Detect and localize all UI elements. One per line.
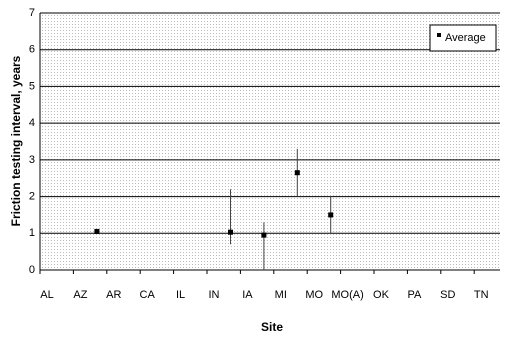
y-tick-label: 3 bbox=[29, 154, 35, 166]
y-tick-label: 0 bbox=[29, 264, 35, 276]
point bbox=[328, 212, 334, 218]
x-tick-label: IN bbox=[209, 289, 220, 301]
legend-label: Average bbox=[445, 32, 486, 44]
x-tick-label: AZ bbox=[73, 289, 87, 301]
plot-area bbox=[40, 13, 500, 270]
x-tick-label: OK bbox=[373, 289, 390, 301]
x-tick-label: AL bbox=[40, 289, 53, 301]
x-axis-title: Site bbox=[261, 320, 283, 334]
x-tick-label: IA bbox=[242, 289, 253, 301]
y-tick-label: 4 bbox=[29, 117, 35, 129]
y-tick-label: 1 bbox=[29, 227, 35, 239]
x-tick-label: MI bbox=[275, 289, 287, 301]
x-tick-label: CA bbox=[140, 289, 156, 301]
x-tick-label: AR bbox=[106, 289, 121, 301]
legend-box bbox=[429, 24, 497, 52]
x-tick-label: SD bbox=[440, 289, 455, 301]
y-tick-label: 2 bbox=[29, 190, 35, 202]
y-tick-label: 7 bbox=[29, 7, 35, 19]
point bbox=[228, 229, 233, 235]
y-tick-label: 5 bbox=[29, 80, 35, 92]
point bbox=[94, 228, 100, 234]
x-tick-label: MO(A) bbox=[331, 289, 363, 301]
y-axis-title: Friction testing interval, years bbox=[9, 55, 23, 226]
x-tick-label: MO bbox=[305, 289, 323, 301]
point bbox=[294, 170, 300, 176]
legend-marker bbox=[437, 33, 441, 37]
x-tick-label: TN bbox=[474, 289, 489, 301]
point bbox=[261, 232, 267, 238]
x-tick-label: PA bbox=[407, 289, 422, 301]
x-tick-label: IL bbox=[176, 289, 185, 301]
y-tick-label: 6 bbox=[29, 44, 35, 56]
